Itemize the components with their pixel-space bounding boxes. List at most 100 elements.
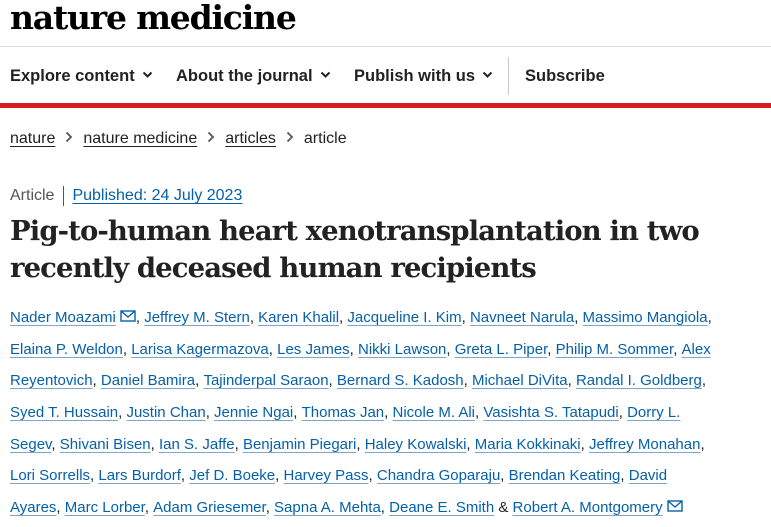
nav-subscribe[interactable]: Subscribe: [525, 47, 605, 103]
breadcrumb: nature nature medicine articles article: [10, 130, 347, 148]
author-link[interactable]: Benjamin Piegari: [242, 435, 357, 453]
nav-publish-with-us[interactable]: Publish with us: [354, 47, 493, 103]
author-separator: ,: [180, 467, 190, 485]
author-link[interactable]: David: [628, 467, 668, 485]
author-link[interactable]: Nikki Lawson: [358, 340, 447, 358]
email-icon[interactable]: [666, 500, 683, 512]
article-meta: Article Published: 24 July 2023: [10, 186, 242, 206]
author-link[interactable]: Philip M. Sommer: [555, 340, 674, 358]
author-link[interactable]: Daniel Bamira: [100, 372, 196, 390]
article-title-line: Pig-to-human heart xenotransplantation i…: [10, 215, 700, 247]
author-link[interactable]: Lars Burdorf: [98, 467, 181, 485]
author-link[interactable]: Larisa Kagermazova: [131, 340, 269, 358]
author-link[interactable]: Maria Kokkinaki: [474, 435, 581, 453]
author-link[interactable]: Harvey Pass: [283, 467, 369, 485]
author-link[interactable]: Michael DiVita: [471, 372, 568, 390]
nav-explore-content[interactable]: Explore content: [10, 47, 153, 103]
journal-logo[interactable]: nature medicine: [10, 0, 297, 37]
author-separator: ,: [249, 309, 259, 326]
author-link[interactable]: Jennie Ngai: [214, 404, 294, 422]
author-separator: ,: [500, 467, 509, 485]
author-link[interactable]: Greta L. Piper: [454, 340, 548, 358]
author-separator: ,: [620, 467, 629, 485]
author-link[interactable]: Jeffrey Monahan: [588, 435, 701, 453]
author-separator: ,: [339, 309, 348, 326]
author-link[interactable]: Robert A. Montgomery: [512, 499, 663, 517]
nav-explore-content-label: Explore content: [10, 67, 135, 85]
author-link[interactable]: Adam Griesemer: [153, 499, 266, 517]
published-date-link[interactable]: Published: 24 July 2023: [72, 187, 243, 205]
author-separator: ,: [700, 435, 705, 453]
author-link[interactable]: Thomas Jan: [301, 404, 385, 422]
author-link[interactable]: Jacqueline I. Kim: [347, 309, 462, 326]
author-link[interactable]: Deane E. Smith: [389, 499, 495, 517]
author-separator: ,: [446, 340, 455, 358]
email-icon[interactable]: [120, 310, 136, 322]
author-separator: ,: [580, 435, 589, 453]
author-link[interactable]: Lori Sorrells: [10, 467, 91, 485]
author-separator: ,: [356, 435, 365, 453]
author-separator: ,: [118, 404, 127, 422]
author-separator: ,: [150, 435, 159, 453]
author-separator: ,: [475, 404, 484, 422]
author-separator: ,: [701, 372, 707, 390]
breadcrumb-nature[interactable]: nature: [10, 130, 56, 148]
breadcrumb-nature-medicine[interactable]: nature medicine: [83, 130, 198, 148]
author-link[interactable]: Elaina P. Weldon: [10, 340, 123, 358]
author-separator: ,: [293, 404, 302, 422]
author-separator: ,: [463, 372, 472, 390]
author-link[interactable]: Ian S. Jaffe: [159, 435, 235, 453]
author-separator: ,: [122, 340, 132, 358]
chevron-right-icon: [276, 130, 304, 148]
author-link[interactable]: Nicole M. Ali: [392, 404, 476, 422]
author-link[interactable]: Randal I. Goldberg: [575, 372, 702, 390]
author-link[interactable]: Tajinderpal Saraon: [203, 372, 329, 390]
author-link[interactable]: Brendan Keating: [508, 467, 621, 485]
chevron-down-icon: [142, 71, 152, 79]
chevron-down-icon: [482, 71, 493, 79]
author-separator: ,: [567, 372, 576, 390]
author-link[interactable]: Alex: [681, 340, 711, 358]
author-separator: &: [494, 499, 513, 517]
author-link[interactable]: Marc Lorber: [64, 499, 145, 517]
author-separator: ,: [707, 309, 712, 326]
author-separator: ,: [51, 435, 60, 453]
author-link[interactable]: Les James: [277, 340, 350, 358]
author-link[interactable]: Chandra Goparaju: [376, 467, 501, 485]
author-link[interactable]: Sapna A. Mehta: [274, 499, 381, 517]
author-separator: ,: [328, 372, 337, 390]
article-type: Article: [10, 187, 55, 205]
author-link[interactable]: Ayares: [10, 499, 57, 517]
author-link[interactable]: Jeffrey M. Stern: [144, 309, 250, 326]
author-separator: ,: [380, 499, 390, 517]
author-separator: ,: [673, 340, 682, 358]
nav-about-journal[interactable]: About the journal: [176, 47, 331, 103]
author-link[interactable]: Haley Kowalski: [364, 435, 467, 453]
meta-divider: [63, 186, 65, 206]
nav-about-journal-label: About the journal: [176, 67, 313, 85]
author-separator: ,: [466, 435, 475, 453]
author-line: Syed T. Hussain, Justin Chan, Jennie Nga…: [10, 400, 770, 432]
author-link[interactable]: Navneet Narula: [469, 309, 575, 326]
chevron-right-icon: [55, 130, 83, 148]
main-nav: Explore content About the journal Publis…: [0, 47, 771, 103]
author-link[interactable]: Massimo Mangiola: [582, 309, 708, 326]
author-link[interactable]: Syed T. Hussain: [10, 404, 119, 422]
author-link[interactable]: Karen Khalil: [258, 309, 340, 326]
site-header: nature medicine Explore content About th…: [0, 0, 771, 110]
author-link[interactable]: Segev: [10, 435, 52, 453]
author-separator: ,: [135, 309, 145, 326]
header-divider: [0, 46, 771, 47]
author-link[interactable]: Reyentovich: [10, 372, 93, 390]
author-link[interactable]: Dorry L.: [627, 404, 681, 422]
author-link[interactable]: Justin Chan: [126, 404, 206, 422]
author-line: Ayares, Marc Lorber, Adam Griesemer, Sap…: [10, 495, 770, 527]
breadcrumb-articles[interactable]: articles: [225, 130, 276, 148]
author-separator: ,: [92, 372, 101, 390]
author-link[interactable]: Jef D. Boeke: [189, 467, 276, 485]
author-link[interactable]: Shivani Bisen: [59, 435, 151, 453]
author-link[interactable]: Bernard S. Kadosh: [336, 372, 464, 390]
author-link[interactable]: Vasishta S. Tatapudi: [483, 404, 619, 422]
author-link[interactable]: Nader Moazami: [10, 309, 116, 326]
article-title-line: recently deceased human recipients: [10, 252, 537, 284]
